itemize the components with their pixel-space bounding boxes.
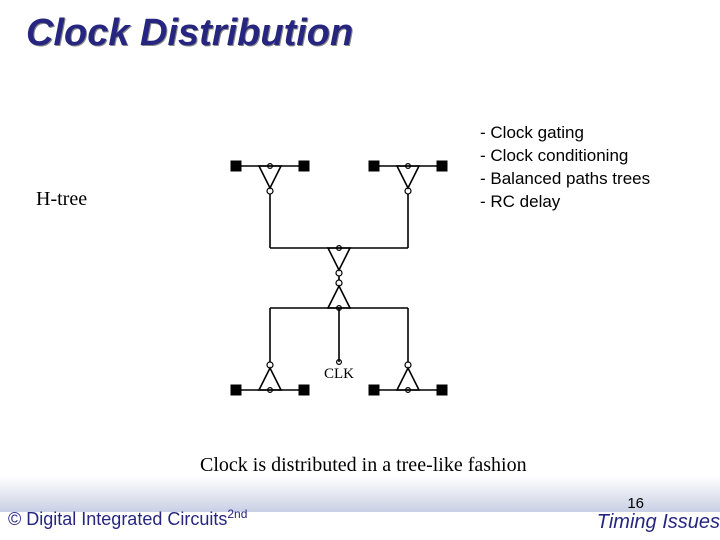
footer-copyright: © Digital Integrated Circuits2nd <box>8 507 247 530</box>
bullet-item: - Clock conditioning <box>480 145 650 168</box>
page-number: 16 <box>627 495 644 512</box>
bullet-list: - Clock gating - Clock conditioning - Ba… <box>480 122 650 214</box>
svg-text:CLK: CLK <box>324 366 354 382</box>
bullet-item: - Balanced paths trees <box>480 168 650 191</box>
slide-title: Clock Distribution <box>26 12 353 55</box>
htree-diagram: CLK <box>214 132 464 432</box>
footer-sup: 2nd <box>227 507 247 521</box>
diagram-caption: Clock is distributed in a tree-like fash… <box>200 454 527 477</box>
htree-label: H-tree <box>36 188 87 211</box>
footer-text: © Digital Integrated Circuits <box>8 509 227 529</box>
bullet-item: - Clock gating <box>480 122 650 145</box>
bullet-item: - RC delay <box>480 191 650 214</box>
footer-topic: Timing Issues <box>597 511 720 534</box>
